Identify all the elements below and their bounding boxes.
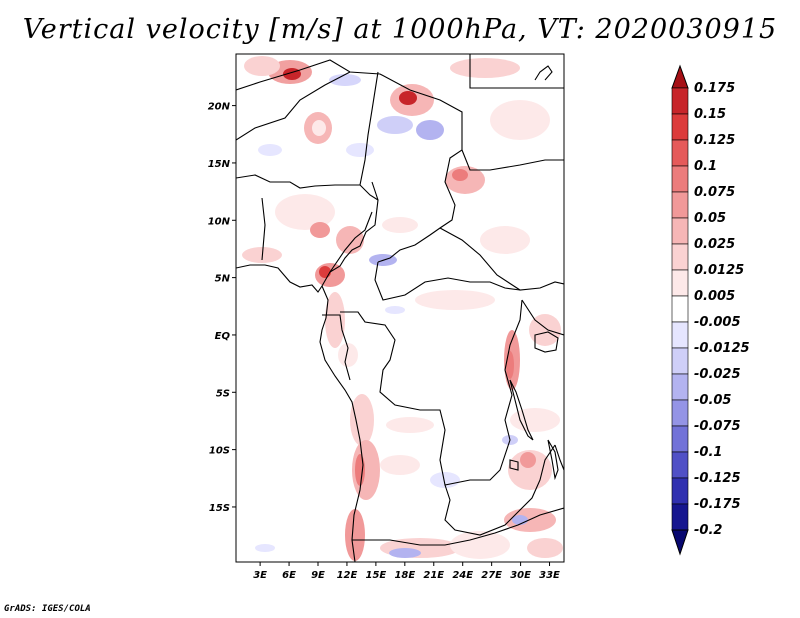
- lon-label: 21E: [423, 570, 444, 581]
- lon-label: 30E: [510, 570, 531, 581]
- map-frame: [235, 53, 565, 563]
- colorbar-label: 0.1: [694, 159, 717, 174]
- colorbar-segment: [671, 217, 689, 245]
- colorbar-label: 0.175: [694, 81, 735, 96]
- colorbar-label: 0.005: [694, 289, 735, 304]
- map-plot-area: [235, 53, 565, 563]
- colorbar-label: -0.025: [694, 367, 741, 382]
- lon-label: 6E: [282, 570, 296, 581]
- colorbar-label: -0.005: [694, 315, 741, 330]
- border-east: [554, 444, 564, 471]
- colorbar-label: 0.025: [694, 237, 735, 252]
- colorbar-label: -0.2: [694, 523, 722, 538]
- lat-label: 15N: [208, 159, 231, 170]
- colorbar-label: 0.0125: [694, 263, 744, 278]
- coastline-central: [319, 285, 364, 562]
- colorbar-segment: [671, 347, 689, 375]
- colorbar-segment: [671, 87, 689, 115]
- lon-label: 18E: [394, 570, 415, 581]
- border-niger: [236, 71, 351, 141]
- colorbar-label: -0.05: [694, 393, 731, 408]
- border-chad-west: [359, 71, 379, 201]
- lat-label: 10S: [209, 446, 230, 457]
- colorbar-segment: [671, 113, 689, 141]
- colorbar-bottom-arrow: [671, 529, 689, 556]
- border-drc-west: [340, 299, 523, 486]
- colorbar-segment: [671, 139, 689, 167]
- lat-label: 10N: [208, 216, 231, 227]
- colorbar-segment: [671, 477, 689, 505]
- border-tanzania: [521, 299, 564, 336]
- coastline-west: [236, 181, 379, 293]
- lake-malawi: [547, 439, 559, 481]
- lon-label: 3E: [253, 570, 267, 581]
- lon-label: 12E: [337, 570, 358, 581]
- lon-label: 9E: [311, 570, 325, 581]
- colorbar-segment: [671, 503, 689, 531]
- colorbar-label: 0.05: [694, 211, 726, 226]
- border-nigeria-east: [329, 211, 373, 273]
- colorbar-segment: [671, 321, 689, 349]
- lon-label: 27E: [481, 570, 502, 581]
- border-mali-niger: [236, 174, 360, 189]
- map-title: Vertical velocity [m/s] at 1000hPa, VT: …: [22, 14, 778, 45]
- border-libya-east: [469, 54, 564, 89]
- colorbar-segment: [671, 373, 689, 401]
- border-car: [374, 261, 521, 301]
- border-angola-south: [352, 507, 564, 546]
- border-sudan-south: [439, 227, 564, 291]
- lat-label: EQ: [215, 331, 231, 342]
- lake-tanganyika: [509, 379, 534, 441]
- longitude-axis: 3E 6E 9E 12E 15E 18E 21E 24E 27E 30E 33E: [253, 562, 560, 581]
- border-benin: [261, 197, 266, 261]
- colorbar-segment: [671, 165, 689, 193]
- colorbar-label: -0.125: [694, 471, 741, 486]
- latitude-axis: 20N 15N 10N 5N EQ 5S 10S 15S: [208, 102, 236, 514]
- lat-label: 5N: [215, 274, 231, 285]
- colorbar-label: -0.075: [694, 419, 741, 434]
- colorbar-label: -0.175: [694, 497, 741, 512]
- lake-mweru: [509, 459, 519, 471]
- colorbar-label: 0.125: [694, 133, 735, 148]
- colorbar-segment: [671, 399, 689, 427]
- colorbar-label: -0.1: [694, 445, 722, 460]
- lat-label: 15S: [209, 503, 230, 514]
- colorbar-top-arrow: [671, 64, 689, 89]
- colorbar: 0.175 0.15 0.125 0.1 0.075 0.05 0.025 0.0125 0.0…: [671, 64, 750, 556]
- lon-label: 24E: [452, 570, 473, 581]
- border-zambia: [444, 444, 556, 536]
- colorbar-segment: [671, 269, 689, 297]
- lat-label: 5S: [216, 388, 230, 399]
- red-sea-coast: [534, 65, 553, 81]
- lake-victoria: [534, 331, 559, 353]
- colorbar-segment: [671, 295, 689, 323]
- border-gabon: [322, 314, 351, 381]
- lon-label: 33E: [539, 570, 560, 581]
- colorbar-segment: [671, 243, 689, 271]
- colorbar-segment: [671, 451, 689, 479]
- footer-credit: GrADS: IGES/COLA: [4, 604, 91, 614]
- colorbar-segment: [671, 425, 689, 453]
- lon-label: 15E: [366, 570, 387, 581]
- colorbar-label: -0.0125: [694, 341, 750, 356]
- border-ethiopia: [461, 149, 564, 171]
- lat-label: 20N: [208, 102, 231, 113]
- coastlines-and-borders: [236, 54, 564, 562]
- border-north: [236, 59, 463, 263]
- colorbar-segment: [671, 191, 689, 219]
- colorbar-label: 0.075: [694, 185, 735, 200]
- colorbar-label: 0.15: [694, 107, 726, 122]
